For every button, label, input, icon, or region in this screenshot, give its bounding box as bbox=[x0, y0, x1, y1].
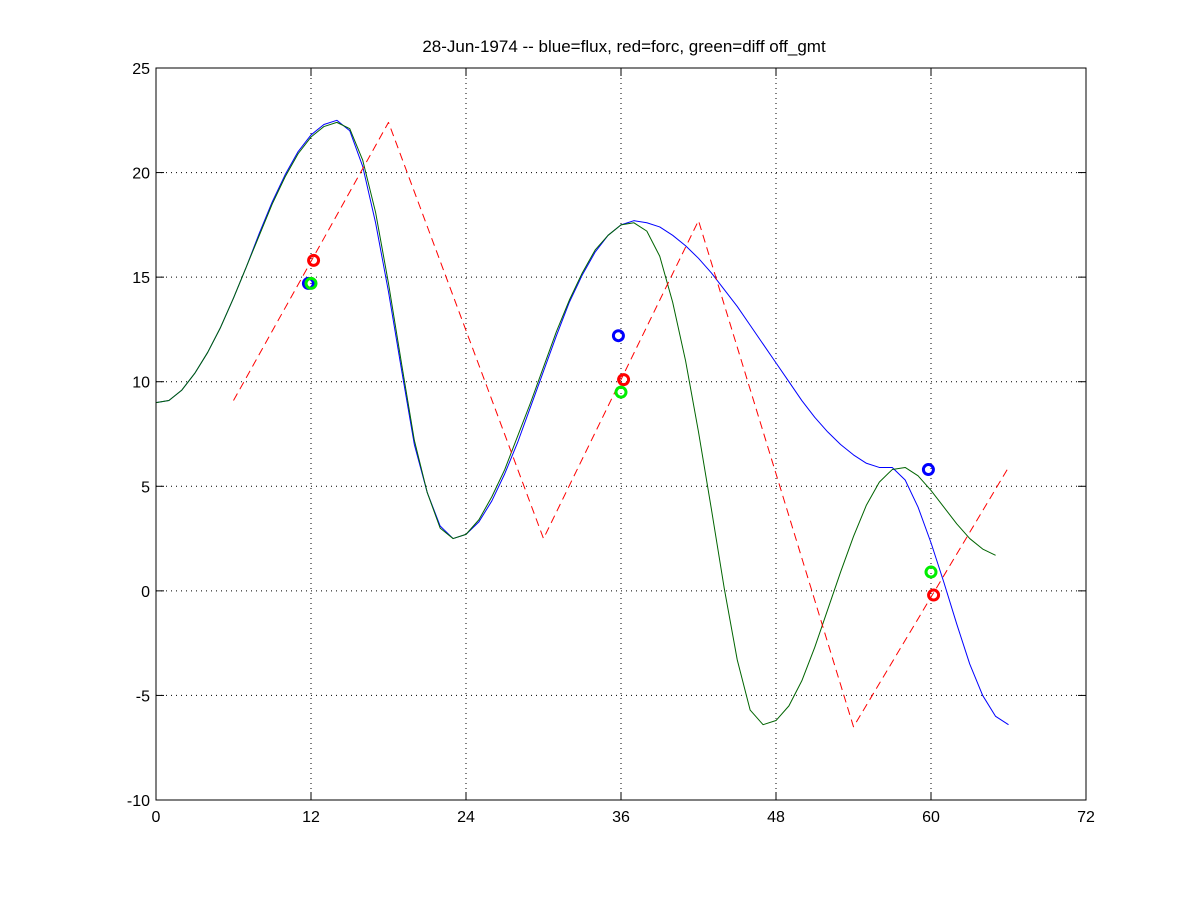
data-markers bbox=[301, 253, 941, 602]
y-tick-label: 5 bbox=[141, 479, 150, 496]
y-tick-label: 0 bbox=[141, 584, 150, 601]
series-line-1 bbox=[155, 121, 996, 726]
x-tick-label: 60 bbox=[922, 809, 940, 826]
series-lines bbox=[155, 119, 1009, 728]
plot-axes bbox=[155, 67, 1087, 801]
series-line-0 bbox=[155, 119, 1009, 726]
data-marker-8 bbox=[927, 588, 941, 602]
x-tick-label: 36 bbox=[612, 809, 630, 826]
y-tick-label: -5 bbox=[136, 688, 150, 705]
data-marker-4 bbox=[617, 373, 631, 387]
series-line-2 bbox=[233, 121, 1009, 728]
y-tick-label: 20 bbox=[132, 166, 150, 183]
grid-lines bbox=[156, 68, 1086, 800]
y-tick-label: 10 bbox=[132, 375, 150, 392]
tick-labels: 0 12 24 36 48 60 72 -10 -5 0 5 10 15 20 25 bbox=[127, 61, 1095, 826]
data-marker-7 bbox=[924, 565, 938, 579]
x-tick-label: 0 bbox=[152, 809, 161, 826]
data-marker-3 bbox=[611, 329, 625, 343]
data-marker-2 bbox=[307, 253, 321, 267]
x-tick-label: 24 bbox=[457, 809, 475, 826]
y-tick-label: 15 bbox=[132, 270, 150, 287]
data-marker-1 bbox=[304, 276, 318, 290]
data-marker-5 bbox=[614, 385, 628, 399]
chart-title: 28-Jun-1974 -- blue=flux, red=forc, gree… bbox=[422, 37, 826, 56]
y-tick-label: -10 bbox=[127, 793, 150, 810]
x-tick-label: 48 bbox=[767, 809, 785, 826]
x-tick-label: 72 bbox=[1077, 809, 1095, 826]
y-tick-label: 25 bbox=[132, 61, 150, 78]
data-marker-6 bbox=[921, 463, 935, 477]
x-tick-label: 12 bbox=[302, 809, 320, 826]
